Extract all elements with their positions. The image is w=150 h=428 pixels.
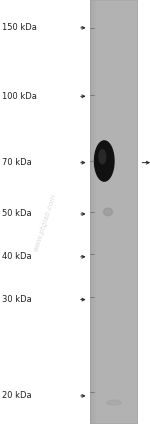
Text: 20 kDa: 20 kDa xyxy=(2,391,31,401)
Text: 40 kDa: 40 kDa xyxy=(2,252,31,262)
Text: 150 kDa: 150 kDa xyxy=(2,23,36,33)
Text: www.ptglab.com: www.ptglab.com xyxy=(33,193,57,252)
Text: 50 kDa: 50 kDa xyxy=(2,209,31,219)
Text: 30 kDa: 30 kDa xyxy=(2,295,31,304)
Text: 100 kDa: 100 kDa xyxy=(2,92,36,101)
Text: 70 kDa: 70 kDa xyxy=(2,158,31,167)
